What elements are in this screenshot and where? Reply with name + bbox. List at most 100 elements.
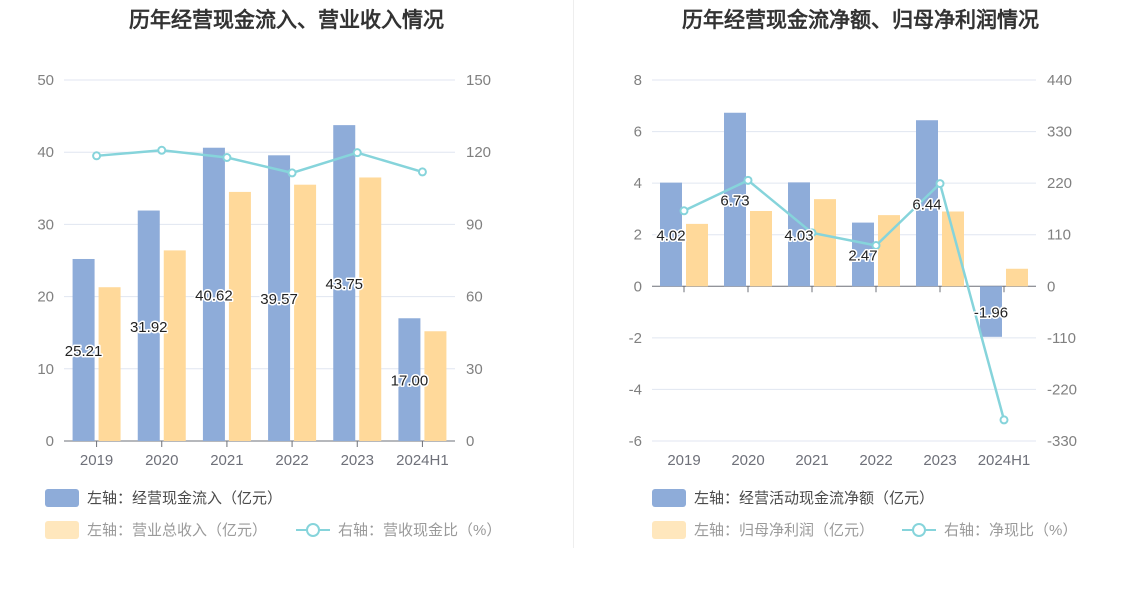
chart-title: 历年经营现金流净额、归母净利润情况 bbox=[682, 9, 1039, 32]
y-right-tick-label: -110 bbox=[1047, 330, 1076, 347]
legend-item[interactable]: 左轴：归母净利润（亿元） bbox=[652, 519, 874, 540]
chart-svg: -6 -330 -4 -220 -2 -110 0 0 2 110 4 220 6 330 8 440 2019… bbox=[629, 72, 1077, 469]
data-label: 2.47 bbox=[848, 247, 877, 264]
line-point bbox=[92, 151, 102, 161]
bar bbox=[228, 191, 251, 441]
bar bbox=[980, 286, 1002, 337]
data-label: 25.21 bbox=[65, 343, 103, 360]
bar bbox=[750, 210, 772, 287]
x-tick-label: 2019 bbox=[80, 452, 113, 469]
x-tick-label: 2020 bbox=[731, 452, 764, 469]
y-right-tick-label: 330 bbox=[1047, 124, 1072, 141]
bar bbox=[163, 250, 186, 441]
legend-label: 左轴：营业总收入（亿元） bbox=[87, 522, 268, 539]
bar bbox=[724, 112, 746, 287]
legend-label: 左轴：经营现金流入（亿元） bbox=[87, 490, 283, 507]
y-left-tick-label: 10 bbox=[37, 361, 54, 378]
bar bbox=[788, 182, 810, 287]
bar bbox=[333, 125, 356, 441]
data-label: 43.75 bbox=[325, 276, 363, 293]
data-label: 6.44 bbox=[912, 196, 941, 213]
y-right-tick-label: 220 bbox=[1047, 175, 1072, 192]
legend-item[interactable]: 右轴：净现比（%） bbox=[902, 519, 1077, 540]
y-left-tick-label: -4 bbox=[629, 381, 642, 398]
x-tick-label: 2024H1 bbox=[396, 452, 449, 469]
bar bbox=[942, 211, 964, 287]
bar bbox=[398, 318, 421, 441]
y-right-tick-label: 0 bbox=[466, 433, 474, 450]
legend-label: 左轴：经营活动现金流净额（亿元） bbox=[694, 490, 935, 507]
legend-item[interactable]: 左轴：经营现金流入（亿元） bbox=[45, 487, 282, 508]
bar bbox=[359, 177, 382, 441]
y-left-tick-label: 4 bbox=[634, 175, 642, 192]
legend-item[interactable]: 右轴：营收现金比（%） bbox=[296, 519, 501, 540]
y-left-tick-label: 40 bbox=[37, 144, 54, 161]
data-label: 4.02 bbox=[656, 227, 685, 244]
y-left-tick-label: 0 bbox=[634, 278, 642, 295]
bar bbox=[1006, 268, 1028, 287]
legend-label: 右轴：净现比（%） bbox=[944, 522, 1078, 539]
data-label: 40.62 bbox=[195, 287, 233, 304]
y-right-tick-label: 440 bbox=[1047, 72, 1072, 89]
data-label: 31.92 bbox=[130, 319, 168, 336]
y-left-tick-label: 8 bbox=[634, 72, 642, 89]
y-left-tick-label: 30 bbox=[37, 216, 54, 233]
chart-title: 历年经营现金流入、营业收入情况 bbox=[129, 9, 444, 32]
legend-item[interactable]: 左轴：营业总收入（亿元） bbox=[45, 519, 267, 540]
bar bbox=[268, 155, 291, 441]
y-right-tick-label: 120 bbox=[466, 144, 491, 161]
y-left-tick-label: 0 bbox=[46, 433, 54, 450]
panel-divider bbox=[573, 0, 574, 548]
line-point bbox=[935, 179, 945, 189]
y-right-tick-label: -220 bbox=[1047, 381, 1077, 398]
x-tick-label: 2019 bbox=[667, 452, 700, 469]
x-tick-label: 2023 bbox=[341, 452, 374, 469]
line-point bbox=[679, 206, 689, 216]
line-point bbox=[743, 175, 753, 185]
bar bbox=[660, 182, 682, 287]
y-right-tick-label: -330 bbox=[1047, 433, 1077, 450]
chart-svg: 0 0 10 30 20 60 30 90 40 120 50 150 2019 2020 2021 2022… bbox=[37, 72, 491, 469]
legend-swatch bbox=[45, 488, 79, 507]
legend-item[interactable]: 左轴：经营活动现金流净额（亿元） bbox=[652, 487, 934, 508]
data-label: 17.00 bbox=[391, 373, 429, 390]
x-tick-label: 2020 bbox=[145, 452, 178, 469]
legend-swatch bbox=[45, 520, 79, 539]
y-left-tick-label: -6 bbox=[629, 433, 642, 450]
legend-line-icon bbox=[296, 521, 330, 539]
bar bbox=[294, 184, 317, 441]
line-point bbox=[417, 167, 427, 177]
legend-swatch bbox=[652, 488, 686, 507]
bar bbox=[852, 222, 874, 287]
bar bbox=[878, 215, 900, 287]
line-point bbox=[999, 415, 1009, 425]
y-left-tick-label: -2 bbox=[629, 330, 642, 347]
y-right-tick-label: 0 bbox=[1047, 278, 1055, 295]
y-right-tick-label: 60 bbox=[466, 289, 483, 306]
bar bbox=[72, 258, 95, 441]
line-point bbox=[287, 168, 297, 178]
legend-swatch bbox=[652, 520, 686, 539]
chart-panel-cash-inflow: 历年经营现金流入、营业收入情况 0 0 10 30 20 60 30 90 40 120 50 150… bbox=[0, 0, 573, 589]
data-label: -1.96 bbox=[974, 305, 1008, 322]
bar bbox=[916, 120, 938, 287]
y-left-tick-label: 50 bbox=[37, 72, 54, 89]
y-left-tick-label: 2 bbox=[634, 227, 642, 244]
x-tick-label: 2024H1 bbox=[978, 452, 1031, 469]
legend-line-icon bbox=[902, 521, 936, 539]
series-line bbox=[96, 149, 423, 175]
x-tick-label: 2022 bbox=[859, 452, 892, 469]
line-point bbox=[871, 240, 881, 250]
x-tick-label: 2023 bbox=[923, 452, 956, 469]
data-label: 4.03 bbox=[784, 227, 813, 244]
y-left-tick-label: 20 bbox=[37, 289, 54, 306]
x-tick-label: 2022 bbox=[275, 452, 308, 469]
chart-panel-net-cash-flow: 历年经营现金流净额、归母净利润情况 -6 -330 -4 -220 -2 -110 0 0 2 1… bbox=[574, 0, 1147, 589]
y-right-tick-label: 150 bbox=[466, 72, 491, 89]
y-right-tick-label: 30 bbox=[466, 361, 483, 378]
legend-label: 右轴：营收现金比（%） bbox=[338, 522, 502, 539]
y-left-tick-label: 6 bbox=[634, 124, 642, 141]
bar bbox=[202, 147, 225, 441]
line-point bbox=[807, 228, 817, 238]
bar bbox=[98, 287, 121, 441]
